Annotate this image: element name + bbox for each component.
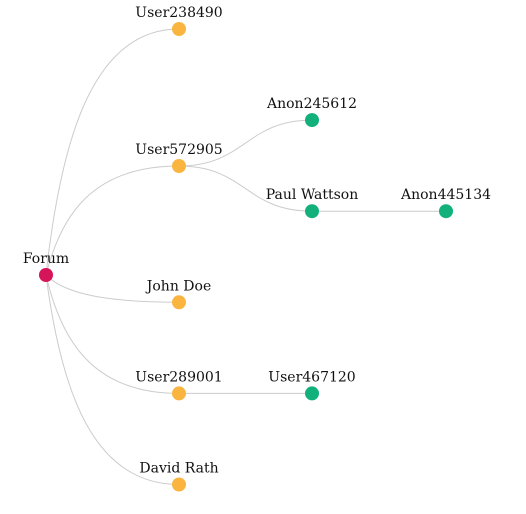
node-label-paul-wattson: Paul Wattson	[266, 187, 358, 203]
node-label-forum: Forum	[23, 251, 69, 267]
node-circle-david-rath[interactable]	[172, 477, 186, 492]
node-label-user467120: User467120	[268, 369, 355, 385]
node-user572905[interactable]: User572905	[135, 142, 223, 173]
node-john-doe[interactable]: John Doe	[145, 278, 211, 310]
link-forum-to-user572905	[45, 165, 180, 276]
node-label-anon245612: Anon245612	[266, 96, 357, 112]
tree-nodes: Forum User238490 User572905 Anon245612 Paul …	[23, 5, 491, 492]
node-anon245612[interactable]: Anon245612	[266, 96, 357, 128]
link-user572905-to-paul-wattson	[178, 165, 313, 212]
node-user289001[interactable]: User289001	[135, 369, 223, 401]
node-label-david-rath: David Rath	[139, 461, 218, 477]
node-circle-user289001[interactable]	[172, 386, 186, 401]
node-david-rath[interactable]: David Rath	[139, 461, 219, 492]
node-forum[interactable]: Forum	[23, 251, 69, 282]
node-label-user238490: User238490	[135, 5, 222, 21]
node-label-user572905: User572905	[135, 142, 222, 158]
node-paul-wattson[interactable]: Paul Wattson	[266, 187, 358, 219]
node-circle-anon445134[interactable]	[439, 204, 453, 219]
link-forum-to-user238490	[45, 28, 180, 276]
node-circle-anon245612[interactable]	[305, 113, 319, 128]
node-circle-user572905[interactable]	[172, 159, 186, 173]
link-user572905-to-anon245612	[178, 119, 313, 167]
link-forum-to-user289001	[45, 274, 180, 394]
node-circle-john-doe[interactable]	[172, 295, 186, 310]
tree-links	[45, 28, 446, 485]
node-circle-forum[interactable]	[39, 268, 53, 282]
node-circle-user238490[interactable]	[172, 22, 186, 36]
node-circle-paul-wattson[interactable]	[305, 204, 319, 219]
node-circle-user467120[interactable]	[305, 386, 319, 401]
node-label-anon445134: Anon445134	[400, 187, 491, 203]
node-user238490[interactable]: User238490	[135, 5, 223, 36]
node-label-user289001: User289001	[135, 369, 222, 385]
node-anon445134[interactable]: Anon445134	[400, 187, 491, 219]
node-label-john-doe: John Doe	[145, 278, 211, 294]
link-forum-to-john-doe	[45, 274, 180, 303]
link-forum-to-david-rath	[45, 274, 180, 485]
node-user467120[interactable]: User467120	[268, 369, 356, 401]
